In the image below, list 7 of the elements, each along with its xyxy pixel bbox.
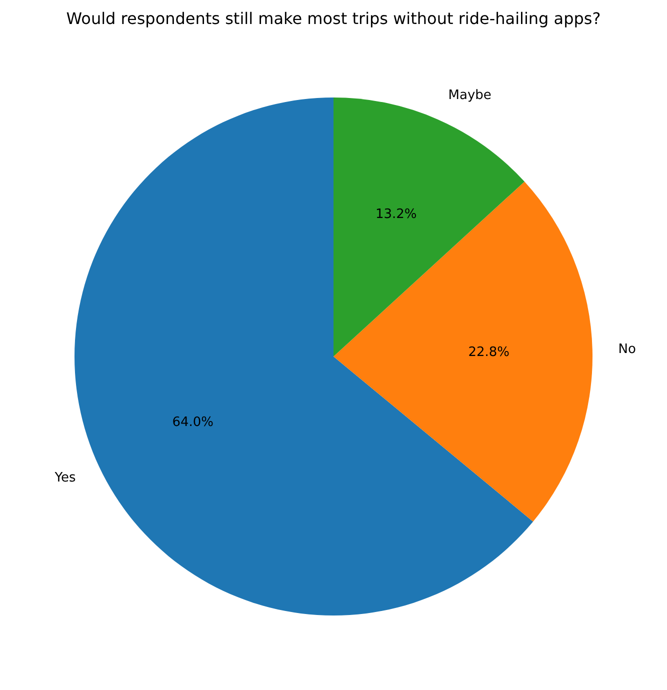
data-label: 64.0% <box>172 415 214 430</box>
slice-label: Maybe <box>448 88 492 104</box>
slice-label: Yes <box>54 470 76 486</box>
slice-label: No <box>618 342 636 357</box>
chart-title: Would respondents still make most trips without ride-hailing apps? <box>66 9 601 28</box>
data-label: 13.2% <box>375 206 417 222</box>
data-label: 22.8% <box>468 345 510 360</box>
